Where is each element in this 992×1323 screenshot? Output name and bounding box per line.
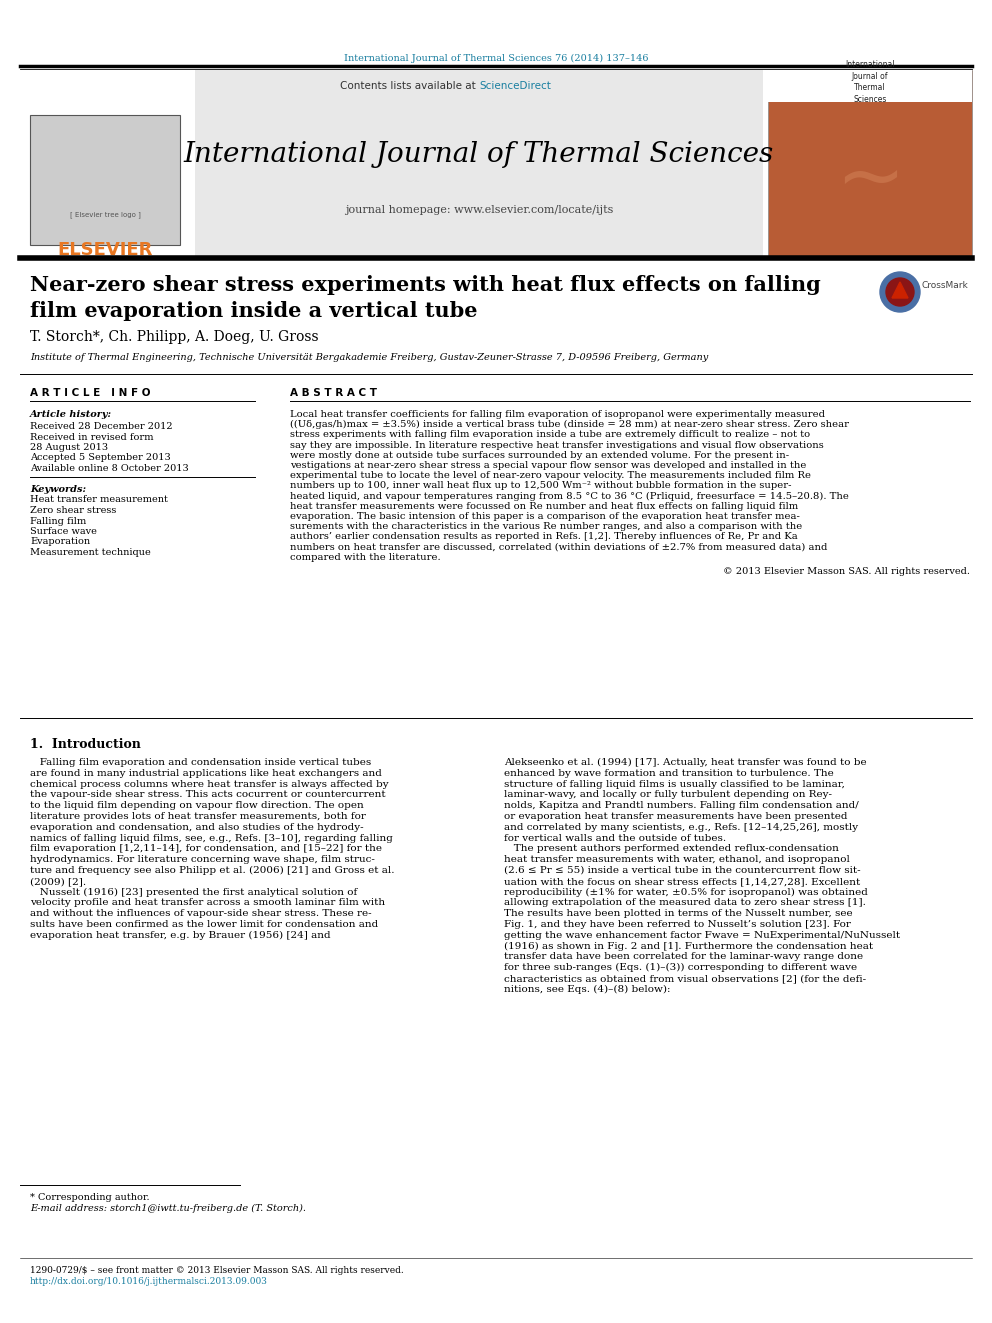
Text: heated liquid, and vapour temperatures ranging from 8.5 °C to 36 °C (Prliquid, f: heated liquid, and vapour temperatures r…	[290, 492, 849, 500]
Text: 1.  Introduction: 1. Introduction	[30, 738, 141, 751]
Text: Keywords:: Keywords:	[30, 484, 86, 493]
Text: nolds, Kapitza and Prandtl numbers. Falling film condensation and/: nolds, Kapitza and Prandtl numbers. Fall…	[504, 802, 859, 810]
Text: International
Journal of
Thermal
Sciences: International Journal of Thermal Science…	[845, 60, 895, 105]
Text: or evaporation heat transfer measurements have been presented: or evaporation heat transfer measurement…	[504, 812, 847, 822]
Text: evaporation heat transfer, e.g. by Brauer (1956) [24] and: evaporation heat transfer, e.g. by Braue…	[30, 931, 330, 939]
Text: literature provides lots of heat transfer measurements, both for: literature provides lots of heat transfe…	[30, 812, 366, 822]
Text: Measurement technique: Measurement technique	[30, 548, 151, 557]
Circle shape	[886, 278, 914, 306]
Text: (2.6 ≤ Pr ≤ 55) inside a vertical tube in the countercurrent flow sit-: (2.6 ≤ Pr ≤ 55) inside a vertical tube i…	[504, 867, 861, 875]
Text: reproducibility (±1% for water, ±0.5% for isopropanol) was obtained: reproducibility (±1% for water, ±0.5% fo…	[504, 888, 868, 897]
Text: Surface wave: Surface wave	[30, 527, 97, 536]
Text: ((Uδ,gas/h)max = ±3.5%) inside a vertical brass tube (dinside = 28 mm) at near-z: ((Uδ,gas/h)max = ±3.5%) inside a vertica…	[290, 421, 849, 430]
Text: Near-zero shear stress experiments with heat flux effects on falling: Near-zero shear stress experiments with …	[30, 275, 820, 295]
Text: and correlated by many scientists, e.g., Refs. [12–14,25,26], mostly: and correlated by many scientists, e.g.,…	[504, 823, 858, 832]
Text: for three sub-ranges (Eqs. (1)–(3)) corresponding to different wave: for three sub-ranges (Eqs. (1)–(3)) corr…	[504, 963, 857, 972]
Text: film evaporation inside a vertical tube: film evaporation inside a vertical tube	[30, 302, 477, 321]
Bar	[30, 115, 180, 245]
Text: sults have been confirmed as the lower limit for condensation and: sults have been confirmed as the lower l…	[30, 919, 378, 929]
Bar	[20, 70, 195, 258]
Text: International Journal of Thermal Sciences 76 (2014) 137–146: International Journal of Thermal Science…	[344, 53, 648, 62]
Text: A R T I C L E   I N F O: A R T I C L E I N F O	[30, 388, 151, 398]
Text: compared with the literature.: compared with the literature.	[290, 553, 440, 562]
Text: Received in revised form: Received in revised form	[30, 433, 154, 442]
Text: * Corresponding author.: * Corresponding author.	[30, 1193, 150, 1203]
Text: The present authors performed extended reflux-condensation: The present authors performed extended r…	[504, 844, 839, 853]
Text: 1290-0729/$ – see front matter © 2013 Elsevier Masson SAS. All rights reserved.: 1290-0729/$ – see front matter © 2013 El…	[30, 1266, 404, 1275]
Text: Nusselt (1916) [23] presented the first analytical solution of: Nusselt (1916) [23] presented the first …	[30, 888, 357, 897]
Text: Available online 8 October 2013: Available online 8 October 2013	[30, 464, 188, 474]
Text: Falling film: Falling film	[30, 516, 86, 525]
Text: evaporation. The basic intension of this paper is a comparison of the evaporatio: evaporation. The basic intension of this…	[290, 512, 800, 521]
Text: surements with the characteristics in the various Re number ranges, and also a c: surements with the characteristics in th…	[290, 523, 803, 532]
Text: Heat transfer measurement: Heat transfer measurement	[30, 496, 168, 504]
Text: Local heat transfer coefficients for falling film evaporation of isopropanol wer: Local heat transfer coefficients for fal…	[290, 410, 825, 419]
Text: heat transfer measurements were focussed on Re number and heat flux effects on f: heat transfer measurements were focussed…	[290, 501, 799, 511]
Text: velocity profile and heat transfer across a smooth laminar film with: velocity profile and heat transfer acros…	[30, 898, 385, 908]
Text: Contents lists available at: Contents lists available at	[340, 81, 479, 91]
Text: [ Elsevier tree logo ]: [ Elsevier tree logo ]	[69, 212, 141, 218]
Text: ScienceDirect: ScienceDirect	[479, 81, 551, 91]
Polygon shape	[892, 282, 908, 298]
Text: vestigations at near-zero shear stress a special vapour flow sensor was develope: vestigations at near-zero shear stress a…	[290, 460, 806, 470]
Text: ELSEVIER: ELSEVIER	[58, 241, 153, 259]
Text: enhanced by wave formation and transition to turbulence. The: enhanced by wave formation and transitio…	[504, 769, 833, 778]
Text: chemical process columns where heat transfer is always affected by: chemical process columns where heat tran…	[30, 779, 389, 789]
Text: http://dx.doi.org/10.1016/j.ijthermalsci.2013.09.003: http://dx.doi.org/10.1016/j.ijthermalsci…	[30, 1277, 268, 1286]
Text: journal homepage: www.elsevier.com/locate/ijts: journal homepage: www.elsevier.com/locat…	[345, 205, 613, 216]
Text: transfer data have been correlated for the laminar-wavy range done: transfer data have been correlated for t…	[504, 953, 863, 962]
Text: and without the influences of vapour-side shear stress. These re-: and without the influences of vapour-sid…	[30, 909, 372, 918]
Text: namics of falling liquid films, see, e.g., Refs. [3–10], regarding falling: namics of falling liquid films, see, e.g…	[30, 833, 393, 843]
Text: Evaporation: Evaporation	[30, 537, 90, 546]
Text: uation with the focus on shear stress effects [1,14,27,28]. Excellent: uation with the focus on shear stress ef…	[504, 877, 860, 886]
Text: heat transfer measurements with water, ethanol, and isopropanol: heat transfer measurements with water, e…	[504, 855, 850, 864]
Text: Fig. 1, and they have been referred to Nusselt’s solution [23]. For: Fig. 1, and they have been referred to N…	[504, 919, 851, 929]
Text: experimental tube to locate the level of near-zero vapour velocity. The measurem: experimental tube to locate the level of…	[290, 471, 811, 480]
Text: Received 28 December 2012: Received 28 December 2012	[30, 422, 173, 431]
Text: ~: ~	[835, 139, 905, 221]
Text: Falling film evaporation and condensation inside vertical tubes: Falling film evaporation and condensatio…	[30, 758, 371, 767]
Text: Article history:: Article history:	[30, 410, 112, 419]
Text: hydrodynamics. For literature concerning wave shape, film struc-: hydrodynamics. For literature concerning…	[30, 855, 375, 864]
Text: E-mail address: storch1@iwtt.tu-freiberg.de (T. Storch).: E-mail address: storch1@iwtt.tu-freiberg…	[30, 1204, 306, 1213]
Text: CrossMark: CrossMark	[922, 280, 969, 290]
Text: Alekseenko et al. (1994) [17]. Actually, heat transfer was found to be: Alekseenko et al. (1994) [17]. Actually,…	[504, 758, 867, 767]
Text: (2009) [2].: (2009) [2].	[30, 877, 86, 886]
Text: film evaporation [1,2,11–14], for condensation, and [15–22] for the: film evaporation [1,2,11–14], for conden…	[30, 844, 382, 853]
Text: ture and frequency see also Philipp et al. (2006) [21] and Gross et al.: ture and frequency see also Philipp et a…	[30, 867, 395, 875]
Text: were mostly done at outside tube surfaces surrounded by an extended volume. For : were mostly done at outside tube surface…	[290, 451, 789, 460]
Text: structure of falling liquid films is usually classified to be laminar,: structure of falling liquid films is usu…	[504, 779, 845, 789]
Text: numbers up to 100, inner wall heat flux up to 12,500 Wm⁻² without bubble formati: numbers up to 100, inner wall heat flux …	[290, 482, 792, 491]
Text: are found in many industrial applications like heat exchangers and: are found in many industrial application…	[30, 769, 382, 778]
Text: allowing extrapolation of the measured data to zero shear stress [1].: allowing extrapolation of the measured d…	[504, 898, 866, 908]
Text: A B S T R A C T: A B S T R A C T	[290, 388, 377, 398]
Bar	[768, 70, 972, 102]
Text: Zero shear stress: Zero shear stress	[30, 505, 116, 515]
Text: Institute of Thermal Engineering, Technische Universität Bergakademie Freiberg, : Institute of Thermal Engineering, Techni…	[30, 353, 708, 363]
Text: 28 August 2013: 28 August 2013	[30, 443, 108, 452]
Text: for vertical walls and the outside of tubes.: for vertical walls and the outside of tu…	[504, 833, 726, 843]
Bar	[768, 70, 972, 258]
Text: (1916) as shown in Fig. 2 and [1]. Furthermore the condensation heat: (1916) as shown in Fig. 2 and [1]. Furth…	[504, 942, 873, 951]
Circle shape	[880, 273, 920, 312]
Bar	[195, 70, 763, 258]
Text: International Journal of Thermal Sciences: International Journal of Thermal Science…	[184, 142, 774, 168]
Text: stress experiments with falling film evaporation inside a tube are extremely dif: stress experiments with falling film eva…	[290, 430, 810, 439]
Text: getting the wave enhancement factor Fwave = NuExperimental/NuNusselt: getting the wave enhancement factor Fwav…	[504, 931, 900, 939]
Text: Accepted 5 September 2013: Accepted 5 September 2013	[30, 454, 171, 463]
Text: to the liquid film depending on vapour flow direction. The open: to the liquid film depending on vapour f…	[30, 802, 364, 810]
Text: say they are impossible. In literature respective heat transfer investigations a: say they are impossible. In literature r…	[290, 441, 823, 450]
Text: T. Storch*, Ch. Philipp, A. Doeg, U. Gross: T. Storch*, Ch. Philipp, A. Doeg, U. Gro…	[30, 329, 318, 344]
Text: © 2013 Elsevier Masson SAS. All rights reserved.: © 2013 Elsevier Masson SAS. All rights r…	[723, 568, 970, 576]
Text: laminar-wavy, and locally or fully turbulent depending on Rey-: laminar-wavy, and locally or fully turbu…	[504, 790, 832, 799]
Text: characteristics as obtained from visual observations [2] (for the defi-: characteristics as obtained from visual …	[504, 974, 866, 983]
Text: authors’ earlier condensation results as reported in Refs. [1,2]. Thereby influe: authors’ earlier condensation results as…	[290, 532, 798, 541]
Text: nitions, see Eqs. (4)–(8) below):: nitions, see Eqs. (4)–(8) below):	[504, 984, 671, 994]
Text: the vapour-side shear stress. This acts cocurrent or countercurrent: the vapour-side shear stress. This acts …	[30, 790, 386, 799]
Text: evaporation and condensation, and also studies of the hydrody-: evaporation and condensation, and also s…	[30, 823, 364, 832]
Text: numbers on heat transfer are discussed, correlated (within deviations of ±2.7% f: numbers on heat transfer are discussed, …	[290, 542, 827, 552]
Text: The results have been plotted in terms of the Nusselt number, see: The results have been plotted in terms o…	[504, 909, 853, 918]
